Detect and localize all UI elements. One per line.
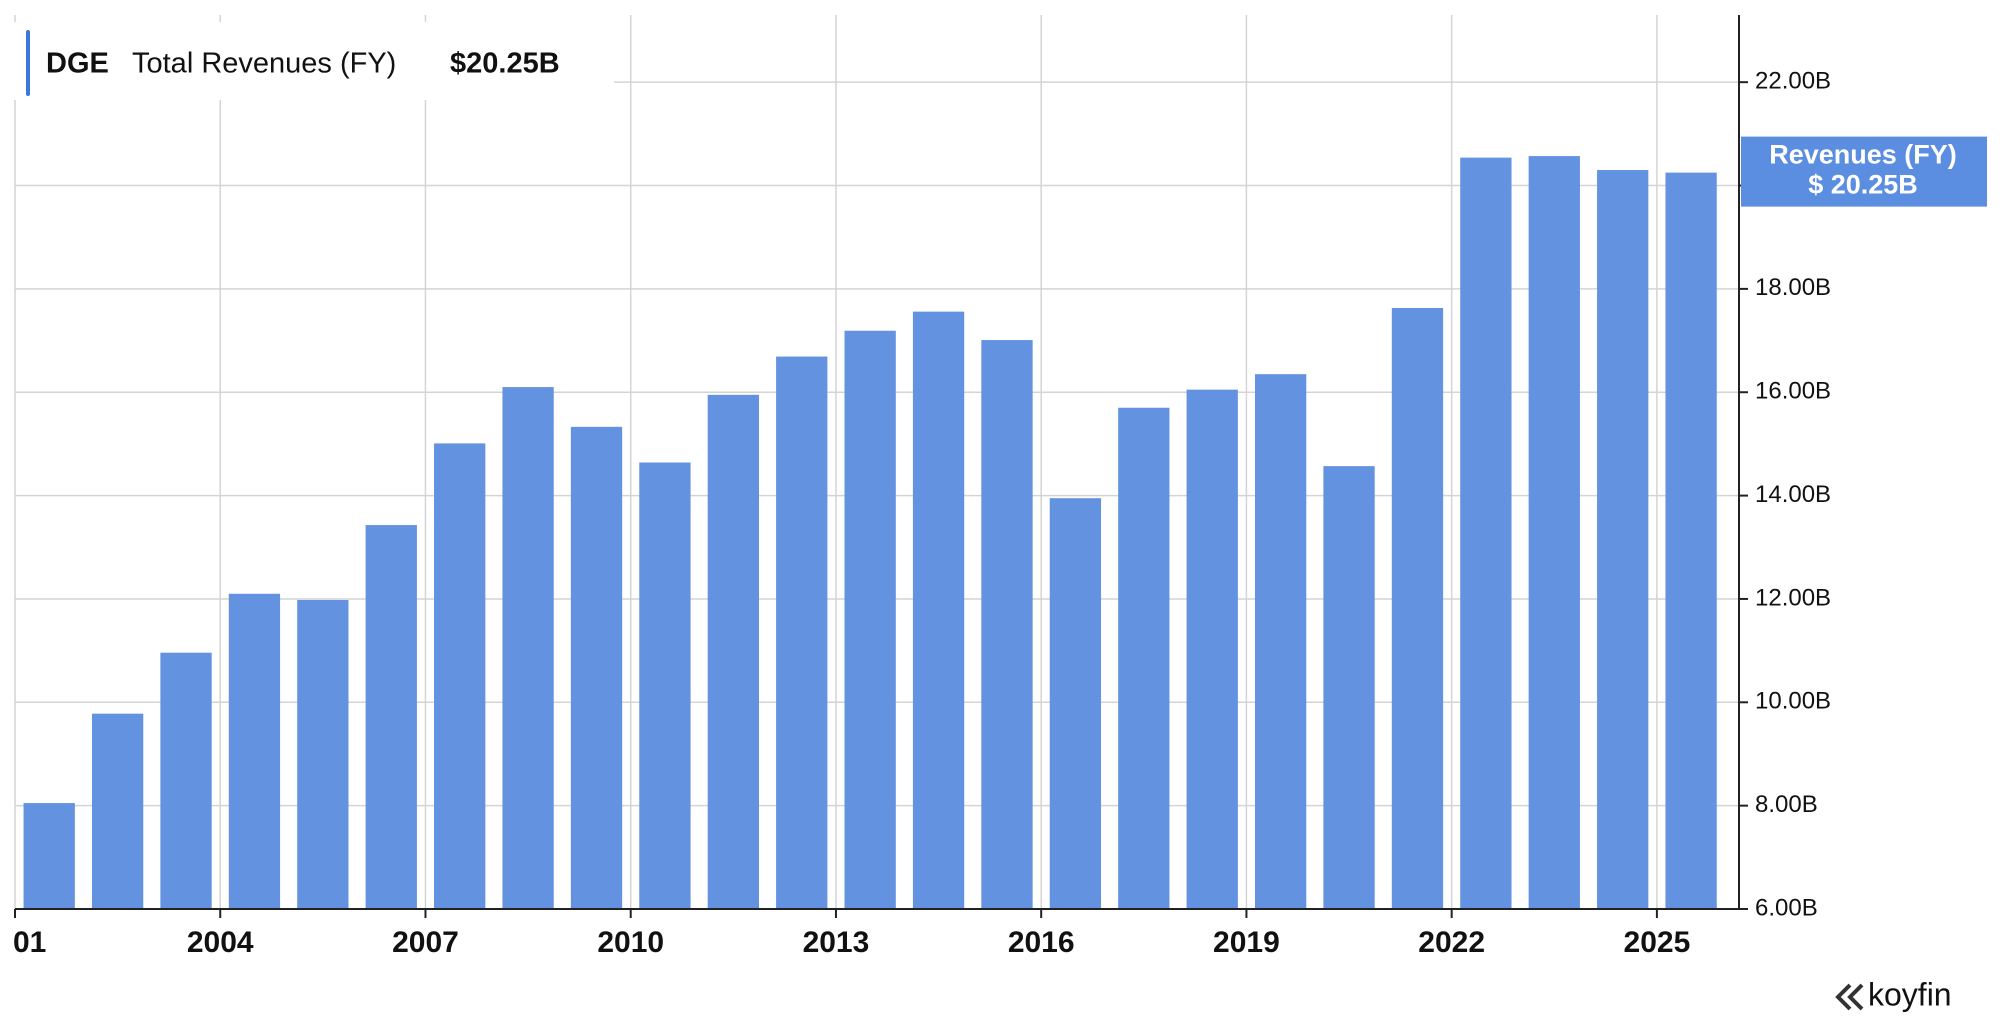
y-tick-label: 22.00B — [1755, 68, 1831, 95]
y-tick-label: 6.00B — [1755, 894, 1818, 921]
bar — [844, 330, 896, 909]
legend-marker — [26, 30, 30, 96]
bar — [228, 593, 281, 909]
chart-title: Total Revenues (FY) — [132, 48, 396, 80]
x-tick-label: 2007 — [392, 926, 459, 959]
x-tick-label: 2019 — [1213, 926, 1280, 959]
bar — [434, 443, 486, 909]
bar — [1597, 170, 1649, 909]
bar — [1049, 498, 1102, 909]
badge-value: $ 20.25B — [1808, 170, 1918, 200]
x-tick-label: 2010 — [597, 926, 664, 959]
bar — [1528, 156, 1580, 909]
bar — [707, 394, 759, 909]
bar — [1323, 466, 1375, 909]
bars — [23, 156, 1717, 910]
x-tick-label: 2013 — [803, 926, 870, 959]
y-tick-label: 10.00B — [1755, 688, 1831, 715]
y-tick-label: 12.00B — [1755, 584, 1831, 611]
bar — [1460, 157, 1512, 909]
bar — [981, 340, 1033, 909]
bar — [297, 599, 349, 909]
x-tick-label: 01 — [13, 926, 46, 959]
bar — [570, 426, 623, 909]
x-tick-label: 2004 — [187, 926, 254, 959]
bar — [912, 311, 965, 910]
bar — [1665, 172, 1717, 909]
y-tick-label: 16.00B — [1755, 378, 1831, 405]
bar — [639, 462, 691, 909]
legend-box — [14, 22, 614, 100]
brand: koyfin — [1868, 976, 1952, 1012]
y-tick-label: 14.00B — [1755, 481, 1831, 508]
bar — [160, 652, 212, 909]
bar — [1118, 407, 1170, 909]
title-value: $20.25B — [450, 48, 560, 80]
badge-name: Revenues (FY) — [1769, 140, 1957, 170]
ticker: DGE — [46, 48, 109, 80]
bar — [1254, 374, 1307, 910]
brand-icon — [1835, 983, 1864, 1011]
y-tick-label: 18.00B — [1755, 274, 1831, 301]
bar — [365, 525, 417, 909]
x-tick-label: 2016 — [1008, 926, 1075, 959]
x-tick-label: 2025 — [1624, 926, 1691, 959]
bar — [502, 387, 554, 910]
bar — [1186, 389, 1238, 909]
bar — [776, 356, 828, 910]
value-badge — [1741, 136, 1987, 207]
axes: 6.00B 8.00B 10.00B 12.00B 14.00B 16.00B 18.00B… — [13, 15, 1831, 959]
bar — [23, 803, 75, 909]
y-tick-label: 8.00B — [1755, 791, 1818, 818]
x-tick-label: 2022 — [1418, 926, 1485, 959]
brand-logo: koyfin — [1835, 976, 1952, 1012]
bar — [1391, 308, 1444, 909]
bar — [91, 713, 144, 909]
